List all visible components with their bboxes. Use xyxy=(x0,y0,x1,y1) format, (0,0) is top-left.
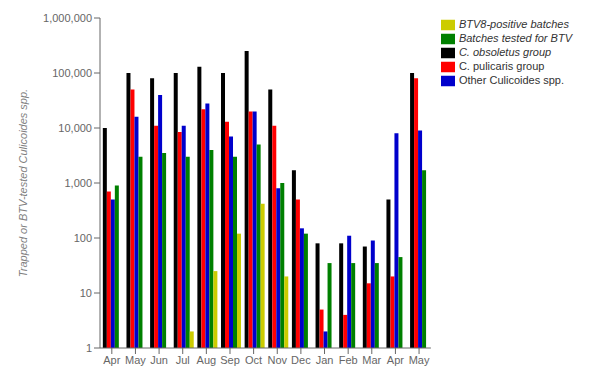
svg-text:May: May xyxy=(409,354,430,366)
svg-text:100,000: 100,000 xyxy=(52,67,92,79)
html-text:C. obsoletus group: C. obsoletus group xyxy=(458,46,552,59)
svg-text:Trapped or BTV-tested Culicoid: Trapped or BTV-tested Culicoides spp. xyxy=(17,89,29,277)
svg-text:Jan: Jan xyxy=(316,354,334,366)
svg-text:May: May xyxy=(125,354,146,366)
svg-text:10,000: 10,000 xyxy=(58,122,92,134)
svg-text:Oct: Oct xyxy=(245,354,262,366)
svg-text:Jul: Jul xyxy=(176,354,190,366)
svg-text:Mar: Mar xyxy=(362,354,381,366)
html-text:Batches tested for BTV: Batches tested for BTV xyxy=(458,32,572,45)
html-text:C. pulicaris group: C. pulicaris group xyxy=(458,60,545,73)
svg-text:1: 1 xyxy=(86,342,92,354)
svg-text:Apr: Apr xyxy=(103,354,120,366)
svg-text:100: 100 xyxy=(74,232,92,244)
svg-text:Jun: Jun xyxy=(150,354,168,366)
svg-text:Apr: Apr xyxy=(387,354,404,366)
html-text:Other Culicoides spp.: Other Culicoides spp. xyxy=(458,74,564,87)
svg-text:Feb: Feb xyxy=(339,354,358,366)
svg-text:Sep: Sep xyxy=(220,354,240,366)
svg-text:Nov: Nov xyxy=(267,354,287,366)
svg-text:1,000,000: 1,000,000 xyxy=(43,12,92,24)
svg-text:Dec: Dec xyxy=(291,354,311,366)
svg-text:10: 10 xyxy=(80,287,92,299)
svg-text:Aug: Aug xyxy=(197,354,217,366)
html-text:BTV8-positive batches: BTV8-positive batches xyxy=(458,18,569,30)
svg-text:1,000: 1,000 xyxy=(64,177,92,189)
